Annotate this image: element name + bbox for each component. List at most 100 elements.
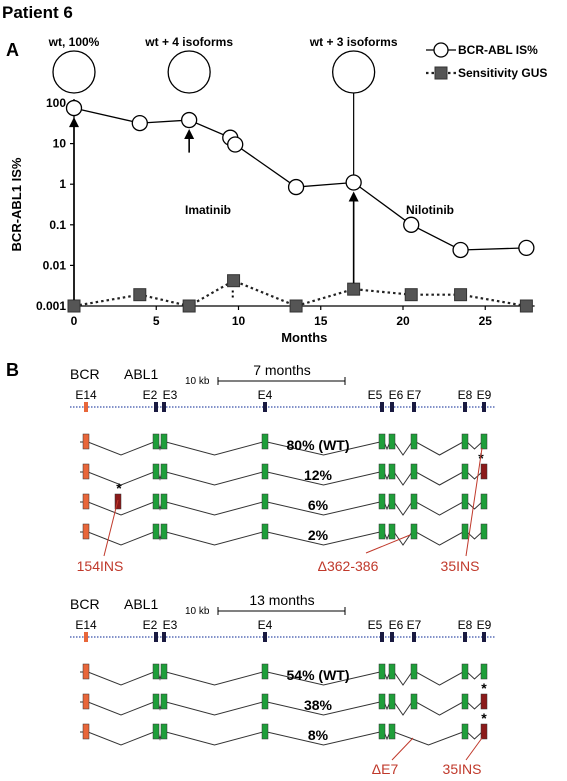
x-axis-label: Months [281,330,327,345]
annotations-a: Imatinib Nilotinib [69,93,454,300]
mutation-star: * [481,710,487,726]
annotation-35ins: 35INS [443,761,482,777]
transcript-exon [378,723,386,740]
x-tick-label: 10 [232,314,246,328]
genomic-exon [463,632,467,642]
figure-title: Patient 6 [2,3,73,22]
gus-point [182,299,196,313]
transcript-exon [82,693,90,710]
transcript-exon [152,493,160,510]
legend-marker-is [433,42,449,58]
group-13-months: BCR ABL1 10 kb 13 months E14 E2 E3 E4 E5 E6 E7 E8 E9… [70,592,496,777]
genomic-exon [154,402,158,412]
genomic-exon [154,632,158,642]
exon-label: E9 [477,618,492,632]
transcript-exon [82,433,90,450]
transcript-exon [82,523,90,540]
y-tick-label: 100 [46,96,66,110]
x-tick-label: 25 [479,314,493,328]
exon-label: E14 [75,618,97,632]
transcript-exon [388,693,396,710]
x-tick-label: 5 [153,314,160,328]
transcript-exon [461,433,469,450]
isoform-percentage: 54% (WT) [287,667,350,683]
gene-label-bcr: BCR [70,596,100,612]
transcript-exon [82,663,90,680]
transcript-exon [461,663,469,680]
transcript-exon [378,493,386,510]
transcript-exon [480,693,488,710]
genomic-exon [412,402,416,412]
legend-marker-gus [434,66,448,80]
gus-point [454,288,468,302]
transcript-exon [378,663,386,680]
isoform-percentage: 80% (WT) [287,437,350,453]
transcript-line [80,501,486,516]
y-axis-label: BCR-ABL1 IS% [9,157,24,251]
transcript-exon [152,693,160,710]
transcript-exon [378,693,386,710]
exon-label: E3 [163,388,178,402]
annotation-154ins: 154INS [77,558,124,574]
annotation-pointer [465,737,483,761]
genomic-exon [162,632,166,642]
isoform-percentage: 2% [308,527,329,543]
annotation-del362: Δ362-386 [318,558,379,574]
isoform-circle [52,50,96,94]
transcript-line [80,471,486,486]
transcript-exon [480,433,488,450]
genomic-exon [390,402,394,412]
x-tick-label: 15 [314,314,328,328]
genomic-exon [412,632,416,642]
transcript-exon [480,493,488,510]
therapy-label-imatinib: Imatinib [185,203,231,217]
is-point [131,114,148,132]
transcript-exon [261,693,269,710]
exon-label: E4 [258,618,273,632]
transcript-exon [461,463,469,480]
arrow-head [69,117,79,128]
transcript-exon [410,433,418,450]
transcript-line [80,441,486,456]
group-7-months: BCR ABL1 10 kb 7 months E14 E2 E3 E4 E5 E6 E7 E8 E9 8… [70,362,496,574]
genomic-exon [84,632,88,642]
annotation-pointer [465,447,483,557]
transcript-exon [152,663,160,680]
transcript-exon [410,693,418,710]
transcript-exon [82,723,90,740]
transcript-exon [480,663,488,680]
transcript-line [80,671,486,686]
is-point [345,174,362,191]
exon-label: E7 [407,618,422,632]
genomic-exon [162,402,166,412]
y-tick-label: 0.01 [43,258,67,272]
is-point [65,99,83,117]
transcript-exon [82,463,90,480]
transcript-exon [388,663,396,680]
is-point [227,136,244,153]
transcript-exon [388,463,396,480]
gus-point [227,274,241,288]
transcript-exon [160,523,168,540]
transcript-exon [261,463,269,480]
exon-label: E3 [163,618,178,632]
transcript-line [80,531,486,546]
isoform-label: wt + 4 isoforms [144,35,233,49]
x-tick-label: 0 [71,314,78,328]
isoform-circle [331,50,376,94]
is-point [180,111,198,129]
transcript-exon [152,723,160,740]
transcript-exon [160,663,168,680]
series-bcr-abl [65,99,535,259]
transcript-exon [160,433,168,450]
exon-label: E2 [143,388,158,402]
scale-label: 10 kb [185,606,210,617]
exon-label: E2 [143,618,158,632]
panel-a-label: A [6,40,19,60]
transcript-exon [461,493,469,510]
genomic-exon [84,402,88,412]
transcript-exon [160,493,168,510]
genomic-exon [482,402,486,412]
transcript-exon [461,723,469,740]
y-tick-label: 0.1 [49,218,66,232]
